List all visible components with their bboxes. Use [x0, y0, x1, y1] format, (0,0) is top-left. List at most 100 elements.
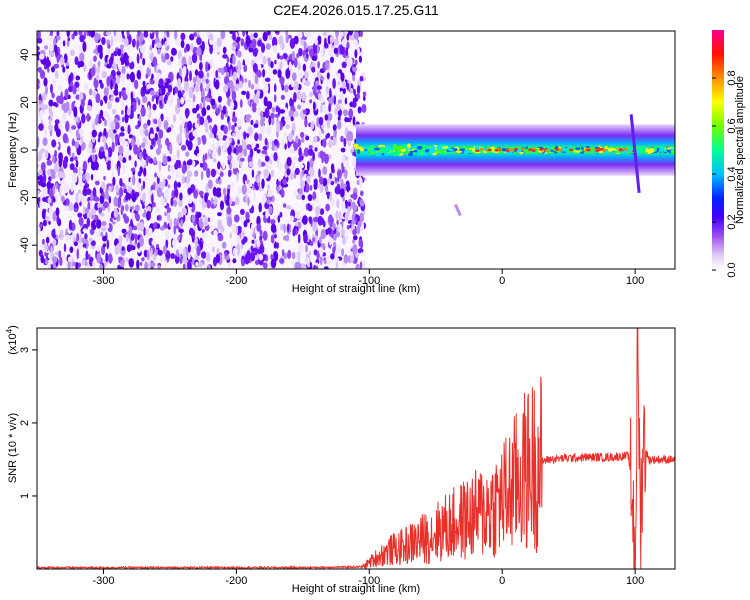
noise-speck	[51, 79, 57, 84]
noise-speck	[164, 259, 167, 269]
noise-speck	[39, 223, 43, 228]
signal-speck	[524, 149, 530, 154]
noise-speck	[292, 228, 296, 237]
noise-speck	[101, 220, 107, 227]
noise-speck	[98, 207, 103, 214]
noise-speck	[179, 123, 183, 135]
noise-speck	[335, 103, 341, 112]
noise-speck	[96, 252, 100, 264]
noise-speck	[123, 188, 128, 194]
noise-speck	[105, 31, 112, 36]
noise-speck	[68, 75, 71, 85]
noise-speck	[284, 116, 290, 123]
signal-speck	[369, 145, 376, 149]
noise-speck	[112, 108, 117, 115]
noise-speck	[77, 62, 81, 68]
noise-speck	[100, 212, 105, 217]
noise-speck	[130, 104, 134, 110]
noise-speck	[136, 102, 142, 112]
noise-speck	[150, 184, 156, 192]
noise-speck	[286, 205, 292, 210]
noise-speck	[153, 31, 157, 35]
noise-speck	[294, 222, 299, 227]
noise-speck	[250, 83, 255, 90]
noise-speck	[229, 31, 234, 34]
signal-speck	[405, 147, 413, 150]
noise-speck	[97, 137, 101, 143]
noise-speck	[119, 132, 125, 137]
noise-speck	[68, 86, 73, 93]
noise-speck	[158, 78, 164, 86]
noise-speck	[326, 254, 330, 266]
noise-speck	[235, 129, 241, 141]
noise-speck	[177, 235, 181, 242]
noise-speck	[343, 109, 348, 117]
x-tick-label: -300	[92, 275, 114, 287]
noise-speck	[49, 43, 54, 52]
noise-speck	[115, 31, 120, 38]
noise-speck	[62, 252, 66, 261]
noise-speck	[166, 31, 170, 39]
noise-speck	[323, 153, 329, 164]
snr-panel: -300 -200 -100 0 100 1 2 3 Height of straight …	[5, 325, 676, 595]
noise-speck	[139, 159, 146, 167]
noise-speck	[173, 224, 176, 235]
noise-speck	[62, 133, 68, 144]
noise-speck	[49, 110, 54, 120]
noise-speck	[146, 249, 150, 261]
noise-speck	[159, 226, 166, 231]
noise-speck	[258, 202, 262, 213]
noise-speck	[200, 170, 204, 181]
noise-speck	[236, 243, 240, 249]
noise-speck	[245, 31, 249, 36]
noise-speck	[62, 40, 66, 47]
noise-speck	[321, 155, 324, 164]
noise-speck	[225, 137, 230, 148]
colorbar-gradient	[712, 30, 724, 270]
noise-speck	[232, 247, 238, 256]
noise-speck	[252, 63, 258, 73]
noise-speck	[228, 120, 232, 131]
noise-speck	[264, 138, 268, 146]
noise-speck	[312, 101, 316, 111]
noise-speck	[143, 167, 147, 177]
noise-speck	[119, 135, 125, 146]
noise-speck	[94, 196, 100, 202]
noise-speck	[309, 167, 315, 177]
noise-speck	[351, 201, 356, 209]
noise-speck	[230, 104, 233, 114]
noise-speck	[71, 33, 75, 40]
noise-speck	[258, 52, 264, 61]
noise-speck	[120, 56, 126, 64]
noise-speck	[132, 174, 136, 186]
noise-speck	[155, 42, 162, 48]
signal-speck	[615, 150, 620, 153]
noise-speck	[281, 249, 285, 257]
noise-speck	[39, 109, 44, 121]
noise-speck	[55, 207, 60, 217]
noise-speck	[351, 147, 355, 152]
noise-speck	[313, 182, 318, 190]
noise-speck	[359, 213, 364, 221]
noise-speck	[185, 151, 190, 157]
signal-peak	[602, 149, 607, 152]
noise-speck	[186, 176, 190, 184]
noise-speck	[262, 56, 267, 65]
noise-speck	[357, 248, 364, 254]
noise-speck	[47, 196, 52, 204]
noise-speck	[71, 125, 77, 130]
noise-speck	[287, 249, 292, 259]
noise-speck	[274, 113, 280, 118]
noise-speck	[270, 61, 274, 69]
noise-speck	[267, 184, 270, 190]
noise-speck	[235, 226, 239, 235]
noise-speck	[199, 162, 204, 168]
noise-speck	[191, 53, 198, 64]
noise-speck	[156, 223, 161, 229]
noise-speck	[314, 265, 319, 269]
noise-speck	[268, 34, 273, 41]
noise-speck	[202, 154, 205, 164]
noise-speck	[188, 55, 192, 66]
noise-speck	[164, 82, 169, 89]
noise-speck	[284, 143, 287, 150]
